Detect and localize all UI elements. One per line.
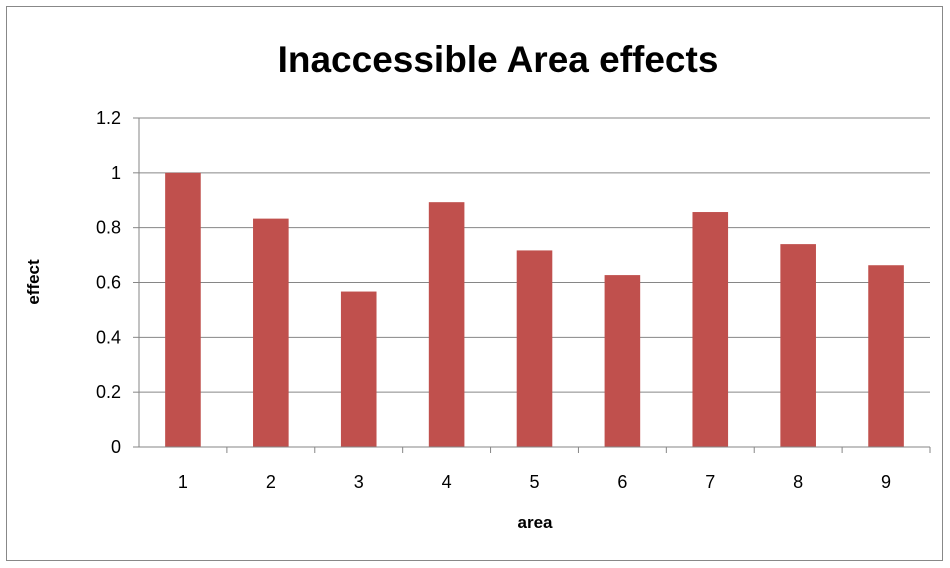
bar-6 <box>604 275 641 447</box>
bar-5 <box>516 250 553 447</box>
y-tick-label-2: 0.4 <box>96 327 121 347</box>
x-tick-label-1: 1 <box>178 472 188 492</box>
bar-8 <box>780 244 816 447</box>
y-tick-label-3: 0.6 <box>96 273 121 293</box>
axes <box>138 118 931 453</box>
bar-3 <box>340 291 377 447</box>
bar-4 <box>428 202 465 447</box>
y-axis-title: effect <box>24 259 43 305</box>
x-tick-label-3: 3 <box>354 472 364 492</box>
x-tick-label-9: 9 <box>881 472 891 492</box>
x-tick-labels: 1 2 3 4 5 6 7 8 9 <box>178 472 891 492</box>
y-tick-label-0: 0 <box>111 437 121 457</box>
x-tick-label-8: 8 <box>793 472 803 492</box>
bar-2 <box>253 218 289 447</box>
x-tick-label-2: 2 <box>266 472 276 492</box>
y-tick-labels: 0 0.2 0.4 0.6 0.8 1 1.2 <box>96 108 121 457</box>
x-tick-label-5: 5 <box>529 472 539 492</box>
bar-1 <box>165 172 201 448</box>
bar-7 <box>692 212 729 447</box>
bar-9 <box>868 265 904 447</box>
chart-title: Inaccessible Area effects <box>278 39 719 80</box>
x-axis-title: area <box>518 513 554 532</box>
bars <box>165 172 904 448</box>
x-tick-label-6: 6 <box>617 472 627 492</box>
x-tick-label-4: 4 <box>442 472 452 492</box>
y-tick-label-5: 1 <box>111 163 121 183</box>
x-tick-label-7: 7 <box>705 472 715 492</box>
y-tick-label-4: 0.8 <box>96 218 121 238</box>
y-tick-label-6: 1.2 <box>96 108 121 128</box>
y-tick-label-1: 0.2 <box>96 382 121 402</box>
